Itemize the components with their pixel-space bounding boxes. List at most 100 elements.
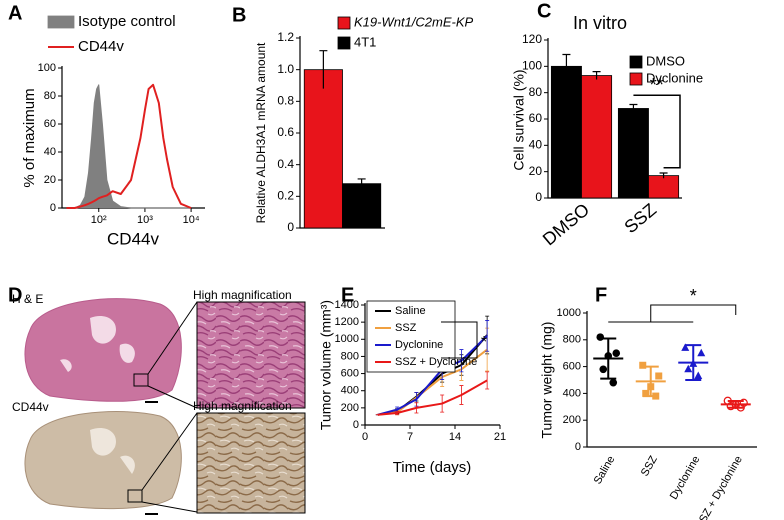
legend-box: [366, 300, 456, 373]
y-tick-label: 0: [353, 419, 359, 431]
legend-swatch: [629, 72, 643, 86]
legend-label: DMSO: [646, 53, 685, 68]
error-bar: [414, 402, 419, 414]
error-bar: [357, 178, 366, 189]
data-point: [599, 365, 608, 374]
image-label: H & E: [12, 292, 43, 306]
error-bar: [485, 320, 490, 352]
legend-label: K19-Wnt1/C2mE-KP: [354, 14, 474, 29]
he-magnified: [196, 301, 306, 409]
bar: [648, 175, 680, 199]
panel-letter: B: [232, 4, 246, 26]
y-tick-label: 120: [522, 32, 542, 46]
zoom-connector: [141, 412, 198, 491]
legend-label: CD44v: [78, 38, 124, 55]
x-axis-label: CD44v: [107, 229, 159, 248]
image-label: High magnification: [193, 288, 292, 302]
legend-label: 4T1: [354, 34, 376, 49]
bar: [581, 75, 613, 199]
y-tick-label: 200: [563, 414, 581, 426]
error-bar: [592, 71, 601, 80]
legend-label: Dyclonine: [646, 70, 703, 85]
bar: [550, 65, 582, 199]
y-tick-label: 0.8: [277, 94, 294, 108]
chart-title: In vitro: [573, 13, 627, 33]
zoom-region: [133, 373, 149, 387]
y-tick-label: 800: [563, 334, 581, 346]
y-tick-label: 0.2: [277, 189, 294, 203]
significance-bracket: [608, 304, 737, 323]
y-tick-label: 40: [529, 138, 543, 152]
legend-swatch: [47, 15, 75, 29]
significance-bracket: [441, 321, 478, 359]
error-bar: [485, 371, 490, 390]
axis-line: [61, 66, 205, 209]
sd-bar: [642, 365, 659, 398]
y-tick-label: 0: [535, 190, 542, 204]
x-tick-label: 10⁴: [183, 214, 200, 226]
zoom-connector: [147, 301, 198, 375]
legend-label: Saline: [395, 305, 426, 317]
legend-label: SSZ + Dyclonine: [395, 356, 477, 368]
data-point: [697, 348, 706, 357]
error-bar: [459, 349, 464, 373]
he-lumen: [60, 315, 135, 372]
data-point: [694, 371, 703, 379]
significance-label: **: [650, 75, 664, 95]
legend-swatch: [337, 16, 351, 30]
significance-bracket: [633, 94, 681, 169]
data-point: [684, 364, 693, 373]
zoom-region: [127, 489, 143, 503]
data-point: [681, 343, 690, 351]
y-tick-label: 0.4: [277, 157, 294, 171]
y-tick-label: 800: [341, 350, 359, 362]
series-line: [66, 83, 192, 209]
legend-swatch: [629, 55, 643, 69]
series-line: [66, 84, 192, 209]
y-axis-label: Tumor weight (mg): [539, 322, 555, 439]
y-tick-label: 1400: [335, 299, 359, 311]
legend-label: SSZ: [395, 322, 417, 334]
legend-swatch: [337, 36, 351, 50]
y-tick-label: 40: [44, 146, 56, 158]
x-tick-label: SSZ: [620, 199, 660, 237]
sd-bar: [727, 400, 744, 409]
y-tick-label: 1000: [335, 333, 359, 345]
zoom-connector: [141, 501, 198, 513]
panel-letter: E: [341, 284, 354, 306]
data-point: [726, 401, 735, 411]
cd44v-tissue: [24, 410, 182, 510]
cd44v-lumen: [90, 427, 135, 474]
bar: [617, 108, 649, 199]
y-axis-label: Tumor volume (mm³): [318, 300, 334, 430]
error-bar: [629, 103, 638, 113]
x-tick-label: 10²: [91, 214, 107, 226]
error-bar: [659, 172, 668, 179]
sd-bar: [600, 337, 617, 380]
x-tick-label: 14: [449, 431, 461, 443]
x-axis-label: Time (days): [393, 459, 472, 476]
x-tick-label: SSZ + Dyclonine: [693, 454, 745, 520]
y-tick-label: 1000: [557, 307, 581, 319]
x-tick-label: Dyclonine: [668, 454, 703, 502]
x-tick-label: SSZ: [639, 454, 660, 479]
x-tick-label: 21: [494, 431, 506, 443]
panel-letter: C: [537, 0, 551, 22]
error-bar: [440, 394, 445, 413]
y-tick-label: 200: [341, 402, 359, 414]
y-tick-label: 60: [529, 111, 543, 125]
y-tick-label: 60: [44, 118, 56, 130]
y-tick-label: 20: [44, 174, 56, 186]
y-tick-label: 600: [563, 361, 581, 373]
bar: [342, 183, 382, 229]
error-bar: [459, 385, 464, 405]
y-tick-label: 20: [529, 164, 543, 178]
panel-letter: F: [595, 284, 607, 306]
y-axis-label: Cell survival (%): [511, 69, 527, 170]
x-tick-label: 0: [362, 431, 368, 443]
legend-label: Dyclonine: [395, 339, 443, 351]
data-point: [655, 372, 663, 380]
significance-label: *: [481, 334, 487, 351]
y-tick-label: 0: [287, 220, 294, 234]
